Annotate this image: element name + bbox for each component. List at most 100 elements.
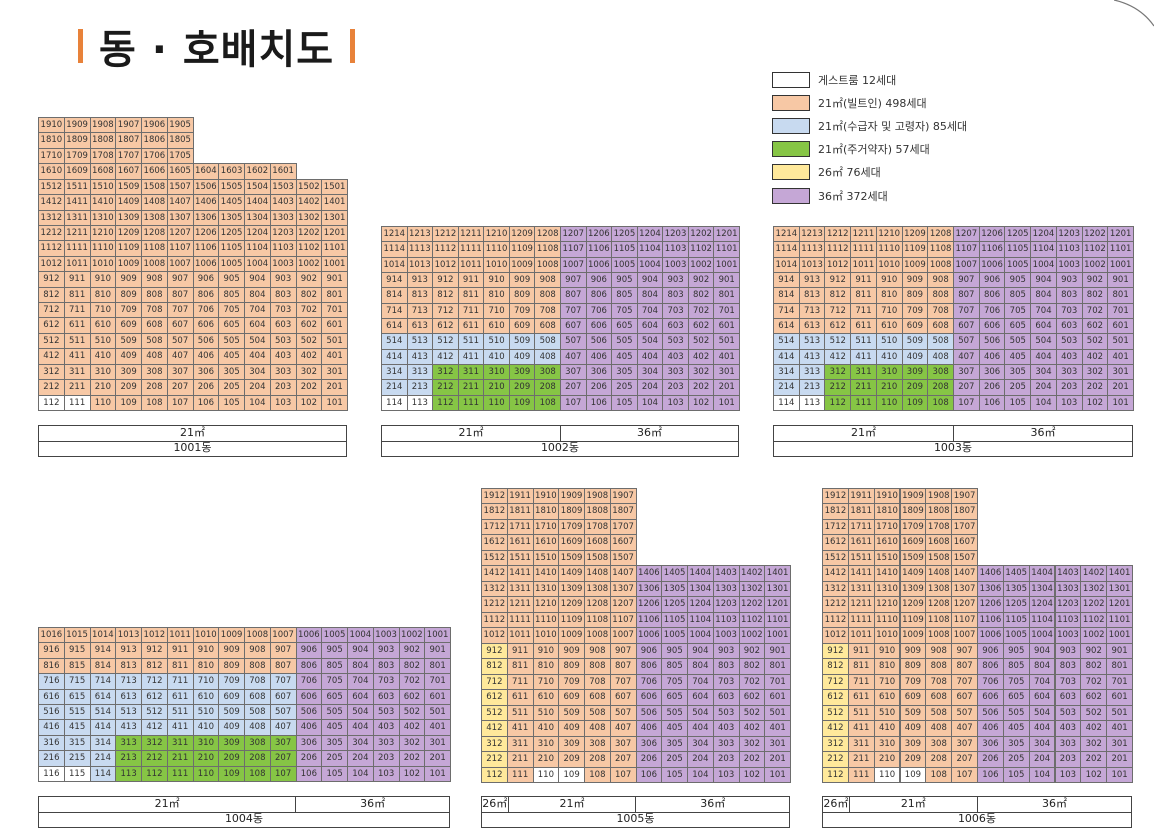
building-1003-footer: 21㎡ 36㎡ 1003동: [773, 425, 1133, 457]
unit-608: 608: [141, 317, 168, 334]
unit-307: 307: [166, 363, 194, 381]
unit-601: 601: [1106, 689, 1133, 706]
unit-112: 112: [141, 765, 168, 782]
unit-105: 105: [661, 766, 688, 783]
unit-509: 509: [508, 333, 536, 350]
footer-type-row: 21㎡ 36㎡: [382, 426, 738, 442]
unit-303: 303: [372, 734, 400, 752]
unit-808: 808: [584, 658, 611, 675]
unit-208: 208: [584, 751, 611, 768]
building-name: 1003동: [933, 441, 973, 454]
unit-203: 203: [372, 750, 400, 767]
unit-1908: 1908: [925, 488, 953, 505]
unit-513: 513: [798, 333, 826, 350]
legend-label: 21㎡(주거약자) 57세대: [818, 143, 930, 157]
unit-910: 910: [875, 272, 903, 289]
unit-1101: 1101: [321, 240, 348, 257]
footer-type-label: 21㎡: [848, 797, 977, 812]
unit-807: 807: [953, 287, 980, 304]
unit-107: 107: [953, 394, 980, 411]
unit-107: 107: [609, 766, 637, 783]
unit-1809: 1809: [63, 132, 91, 149]
unit-1707: 1707: [609, 518, 637, 536]
unit-612: 612: [432, 318, 459, 335]
unit-511: 511: [847, 704, 875, 722]
unit-1603: 1603: [218, 163, 245, 180]
unit-508: 508: [927, 333, 954, 350]
unit-413: 413: [798, 348, 826, 365]
unit-702: 702: [738, 673, 766, 691]
unit-702: 702: [1081, 302, 1109, 319]
unit-514: 514: [381, 333, 408, 350]
unit-1012: 1012: [141, 627, 168, 644]
unit-402: 402: [398, 719, 426, 736]
unit-806: 806: [977, 658, 1004, 675]
unit-1607: 1607: [951, 534, 978, 551]
unit-915: 915: [63, 642, 91, 659]
unit-606: 606: [295, 688, 323, 705]
unit-210: 210: [873, 751, 901, 768]
footer-type-label: 21㎡: [851, 426, 876, 439]
unit-410: 410: [532, 720, 560, 737]
unit-1011: 1011: [850, 256, 877, 273]
building-name: 1006동: [957, 812, 997, 825]
unit-811: 811: [506, 658, 534, 675]
unit-109: 109: [508, 394, 536, 411]
unit-1709: 1709: [558, 518, 585, 536]
unit-1002: 1002: [687, 256, 715, 273]
unit-206: 206: [585, 379, 613, 396]
unit-509: 509: [558, 704, 585, 722]
unit-1108: 1108: [927, 241, 954, 258]
unit-1209: 1209: [508, 226, 536, 243]
unit-806: 806: [192, 286, 220, 304]
unit-606: 606: [192, 317, 220, 334]
unit-1708: 1708: [584, 518, 611, 536]
unit-1809: 1809: [899, 503, 927, 520]
unit-815: 815: [63, 657, 91, 675]
unit-711: 711: [506, 673, 534, 691]
unit-707: 707: [560, 302, 587, 319]
unit-1110: 1110: [89, 240, 117, 257]
unit-1212: 1212: [38, 224, 65, 242]
unit-307: 307: [269, 734, 297, 752]
building-1004-unit-grid: 1016 1015 1014 1013 1012 1011 1010 1009 1008 1007…: [38, 627, 451, 782]
unit-112: 112: [432, 394, 459, 411]
unit-1308: 1308: [584, 580, 611, 598]
unit-601: 601: [1107, 318, 1134, 335]
unit-707: 707: [609, 673, 637, 691]
unit-1107: 1107: [609, 611, 637, 629]
unit-208: 208: [927, 379, 954, 396]
unit-1612: 1612: [481, 534, 508, 551]
unit-711: 711: [850, 302, 877, 319]
unit-613: 613: [798, 318, 826, 335]
unit-912: 912: [38, 271, 65, 288]
unit-709: 709: [558, 673, 585, 691]
legend-item-21-builtin: 21㎡(빌트인) 498세대: [772, 91, 967, 114]
title-accent-bar-right: [350, 29, 356, 63]
unit-1004: 1004: [347, 627, 374, 644]
unit-1611: 1611: [847, 534, 875, 551]
unit-803: 803: [662, 287, 689, 304]
unit-510: 510: [873, 704, 901, 722]
unit-313: 313: [798, 364, 826, 381]
unit-1208: 1208: [141, 224, 168, 242]
unit-1905: 1905: [166, 117, 194, 134]
unit-511: 511: [506, 704, 534, 722]
unit-1013: 1013: [798, 256, 826, 273]
unit-904: 904: [244, 271, 271, 288]
unit-1305: 1305: [218, 209, 245, 226]
unit-1304: 1304: [687, 580, 714, 598]
unit-907: 907: [951, 642, 978, 660]
unit-1910: 1910: [38, 117, 65, 134]
unit-1111: 1111: [63, 240, 91, 257]
unit-608: 608: [927, 318, 954, 335]
unit-307: 307: [560, 364, 587, 381]
unit-303: 303: [712, 735, 740, 753]
unit-412: 412: [481, 720, 508, 737]
unit-1512: 1512: [38, 178, 65, 196]
unit-410: 410: [89, 348, 117, 365]
unit-1214: 1214: [381, 226, 408, 243]
unit-1209: 1209: [558, 596, 585, 613]
unit-1207: 1207: [951, 596, 978, 613]
unit-106: 106: [635, 766, 663, 783]
